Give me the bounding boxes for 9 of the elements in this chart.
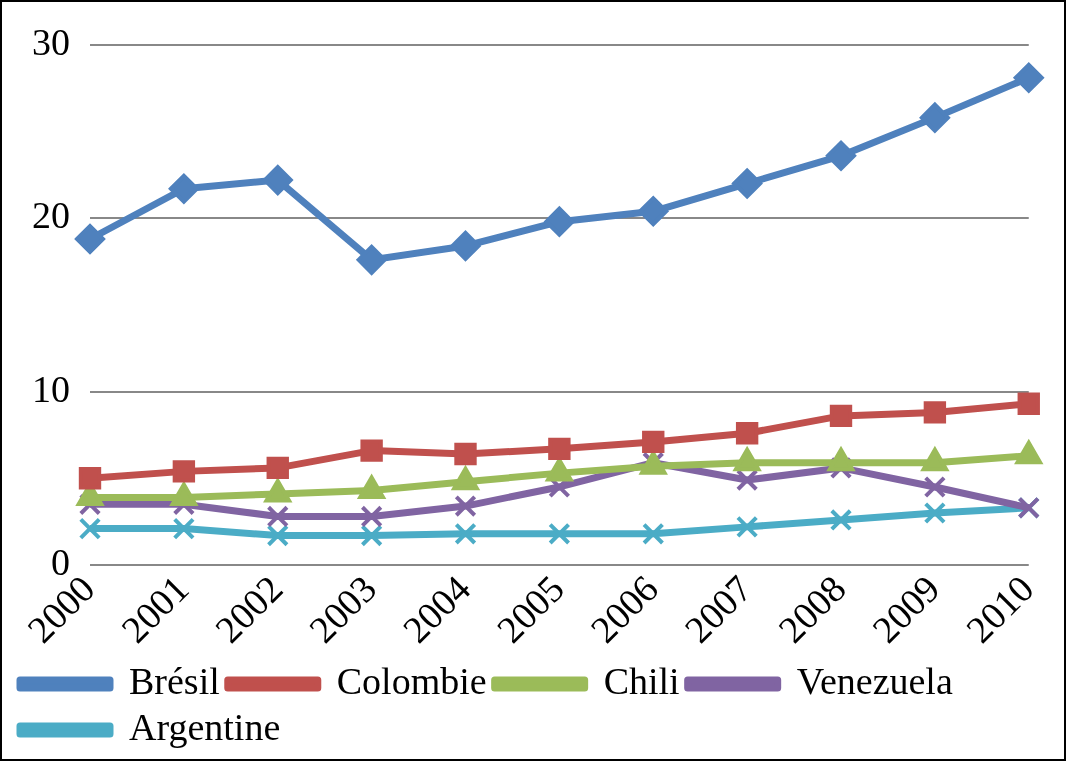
legend-label: Colombie bbox=[336, 659, 487, 702]
y-tick-label: 0 bbox=[51, 541, 70, 583]
y-tick-label: 30 bbox=[32, 20, 70, 63]
legend-label: Venezuela bbox=[796, 659, 953, 702]
legend-label: Argentine bbox=[129, 705, 281, 748]
legend-label: Brésil bbox=[129, 659, 220, 702]
y-tick-label: 20 bbox=[32, 194, 70, 237]
y-tick-label: 10 bbox=[32, 367, 70, 410]
legend-label: Chili bbox=[603, 659, 680, 702]
